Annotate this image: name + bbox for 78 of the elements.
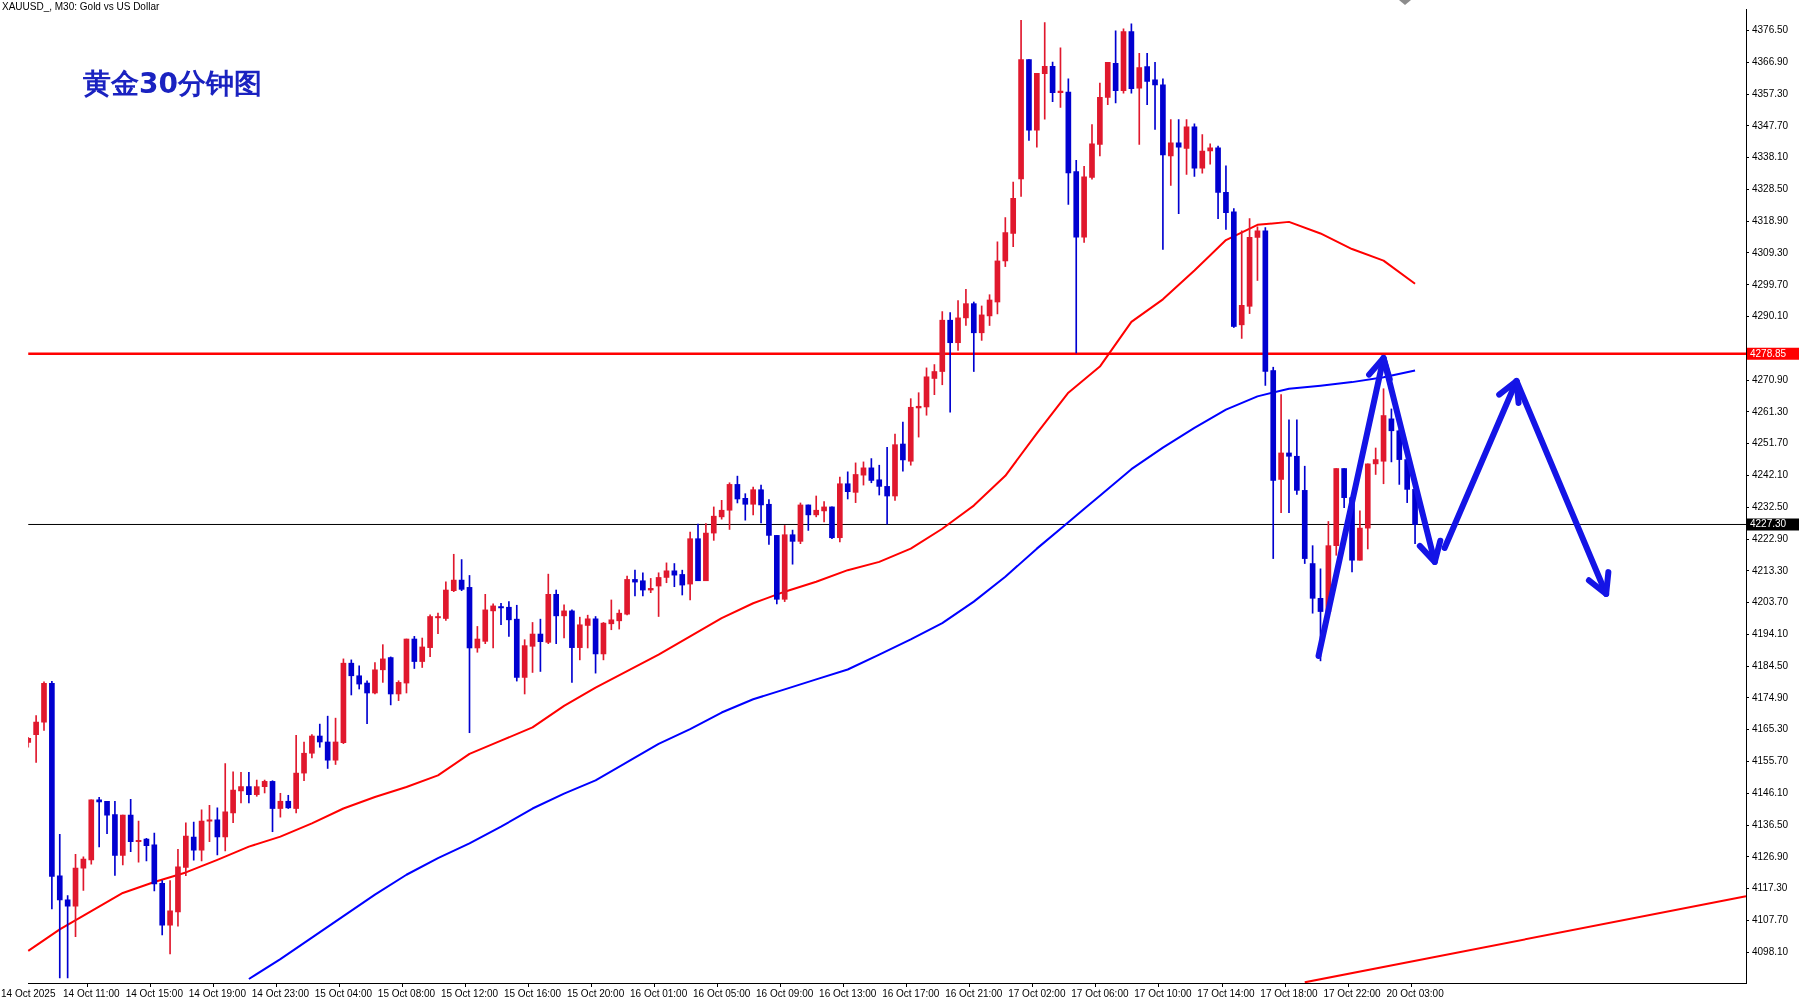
y-tick-label: 4251.70 [1752, 437, 1789, 449]
y-tick-label: 4318.90 [1752, 214, 1789, 226]
candlestick [490, 603, 496, 649]
x-tick-label: 16 Oct 17:00 [882, 987, 940, 999]
y-tick-label: 4155.70 [1752, 755, 1789, 767]
candlestick [1278, 394, 1284, 513]
y-tick-label: 4117.30 [1752, 882, 1788, 894]
candlestick [1207, 143, 1214, 165]
x-tick-label: 17 Oct 02:00 [1008, 987, 1066, 999]
x-tick-label: 16 Oct 01:00 [629, 987, 688, 999]
x-tick-label: 14 Oct 11:00 [63, 987, 120, 999]
y-tick-label: 4098.10 [1752, 945, 1789, 957]
x-tick-label: 16 Oct 05:00 [693, 987, 751, 999]
candlestick [167, 880, 173, 955]
candlestick [1286, 419, 1292, 513]
candlestick [561, 604, 567, 639]
y-tick-label: 4290.10 [1752, 310, 1789, 322]
x-tick-label: 14 Oct 23:00 [251, 987, 310, 999]
y-tick-label: 4376.50 [1752, 24, 1789, 36]
x-tick-label: 17 Oct 14:00 [1197, 987, 1256, 999]
candlestick [1238, 230, 1245, 339]
y-tick-label: 4136.50 [1752, 818, 1789, 830]
y-tick-label: 4213.30 [1752, 564, 1789, 576]
x-tick-label: 14 Oct 2025 [1, 987, 56, 999]
candlestick [56, 834, 63, 979]
x-tick-label: 17 Oct 18:00 [1260, 987, 1319, 999]
x-tick-label: 17 Oct 06:00 [1071, 987, 1129, 999]
candlestick [238, 772, 244, 804]
annotation: XAUUSD_, M30: Gold vs US Dollar [2, 0, 160, 12]
y-tick-label: 4309.30 [1752, 246, 1789, 258]
x-tick-label: 15 Oct 16:00 [503, 987, 562, 999]
candlestick [1041, 22, 1048, 120]
y-tick-label: 4146.10 [1752, 787, 1789, 799]
x-tick-label: 15 Oct 20:00 [566, 987, 625, 999]
y-tick-label: 4165.30 [1752, 723, 1789, 735]
y-tick-label: 4338.10 [1752, 151, 1789, 163]
y-tick-label: 4184.50 [1752, 659, 1789, 671]
y-tick-label: 4270.90 [1752, 373, 1789, 385]
candlestick [632, 569, 638, 597]
x-tick-label: 16 Oct 09:00 [756, 987, 814, 999]
x-tick-label: 15 Oct 04:00 [314, 987, 373, 999]
y-tick-label: 4299.70 [1752, 278, 1789, 290]
x-tick-label: 15 Oct 12:00 [440, 987, 499, 999]
y-tick-label: 4232.50 [1752, 501, 1789, 513]
candlestick [1167, 119, 1174, 186]
candlestick [821, 501, 827, 523]
y-tick-label: 4203.70 [1752, 596, 1789, 608]
y-tick-label: 4174.90 [1752, 691, 1789, 703]
candlestick [884, 447, 890, 525]
candlestick [1152, 61, 1158, 130]
y-tick-label: 4126.90 [1752, 850, 1789, 862]
y-tick-label: 4366.90 [1752, 56, 1789, 68]
ref-line-label: 4227.30 [1750, 518, 1787, 530]
x-tick-label: 16 Oct 13:00 [819, 987, 877, 999]
x-tick-label: 17 Oct 22:00 [1323, 987, 1382, 999]
text: 黄金30分钟图 [82, 67, 262, 101]
candlestick [316, 723, 323, 748]
x-tick-label: 20 Oct 03:00 [1386, 987, 1445, 999]
candlestick [947, 312, 953, 413]
ref-line-label: 4278.85 [1750, 347, 1787, 359]
candlestick [435, 612, 441, 635]
candlestick [1136, 53, 1143, 145]
y-tick-label: 4222.90 [1752, 532, 1789, 544]
x-tick-label: 14 Oct 15:00 [125, 987, 184, 999]
candlestick [647, 578, 654, 593]
x-tick-label: 16 Oct 21:00 [945, 987, 1003, 999]
x-tick-label: 14 Oct 19:00 [188, 987, 247, 999]
x-tick-label: 17 Oct 10:00 [1134, 987, 1192, 999]
y-tick-label: 4107.70 [1752, 914, 1789, 926]
y-tick-label: 4242.10 [1752, 469, 1789, 481]
y-tick-label: 4328.50 [1752, 183, 1789, 195]
y-tick-label: 4347.70 [1752, 119, 1789, 131]
candlestick [498, 602, 504, 626]
y-tick-label: 4194.10 [1752, 628, 1789, 640]
y-tick-label: 4357.30 [1752, 87, 1789, 99]
candlestick [364, 680, 370, 725]
x-tick-label: 15 Oct 08:00 [377, 987, 436, 999]
y-tick-label: 4261.30 [1752, 405, 1789, 417]
